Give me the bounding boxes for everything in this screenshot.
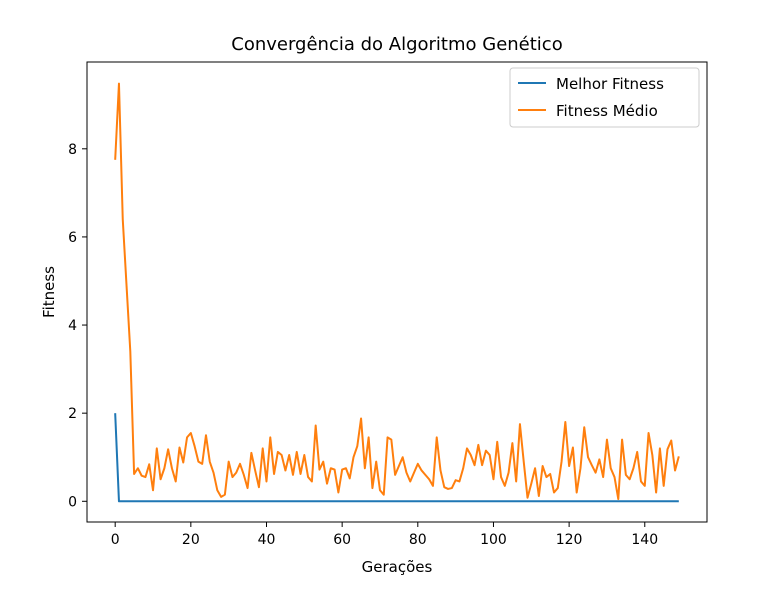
x-tick-label: 100 — [480, 532, 507, 548]
y-tick-label: 0 — [68, 494, 77, 510]
series-lines — [114, 82, 680, 503]
y-tick-label: 4 — [68, 318, 77, 334]
y-tick-label: 2 — [68, 406, 77, 422]
chart-title: Convergência do Algoritmo Genético — [231, 34, 562, 55]
x-axis-ticks: 0 20 40 60 80 100 120 140 — [111, 522, 658, 548]
x-axis-label: Gerações — [362, 558, 433, 576]
x-tick-label: 40 — [258, 532, 276, 548]
plot-area — [86, 61, 708, 523]
legend-box — [509, 67, 700, 128]
axes-frame — [86, 61, 708, 523]
series-line-melhor-fitness — [114, 413, 679, 503]
series-line-fitness-medio — [114, 82, 680, 501]
y-tick-label: 6 — [68, 230, 77, 246]
legend-label-melhor-fitness: Melhor Fitness — [556, 75, 664, 93]
x-tick-label: 140 — [631, 532, 658, 548]
y-tick-label: 8 — [68, 142, 77, 158]
y-axis-ticks: 0 2 4 6 8 — [68, 142, 87, 510]
x-tick-label: 20 — [182, 532, 200, 548]
legend-label-fitness-medio: Fitness Médio — [556, 102, 658, 120]
x-tick-label: 60 — [333, 532, 351, 548]
x-tick-label: 120 — [556, 532, 583, 548]
x-tick-label: 0 — [111, 532, 120, 548]
x-tick-label: 80 — [409, 532, 427, 548]
legend: Melhor Fitness Fitness Médio — [509, 67, 700, 128]
y-axis-label: Fitness — [40, 266, 58, 318]
